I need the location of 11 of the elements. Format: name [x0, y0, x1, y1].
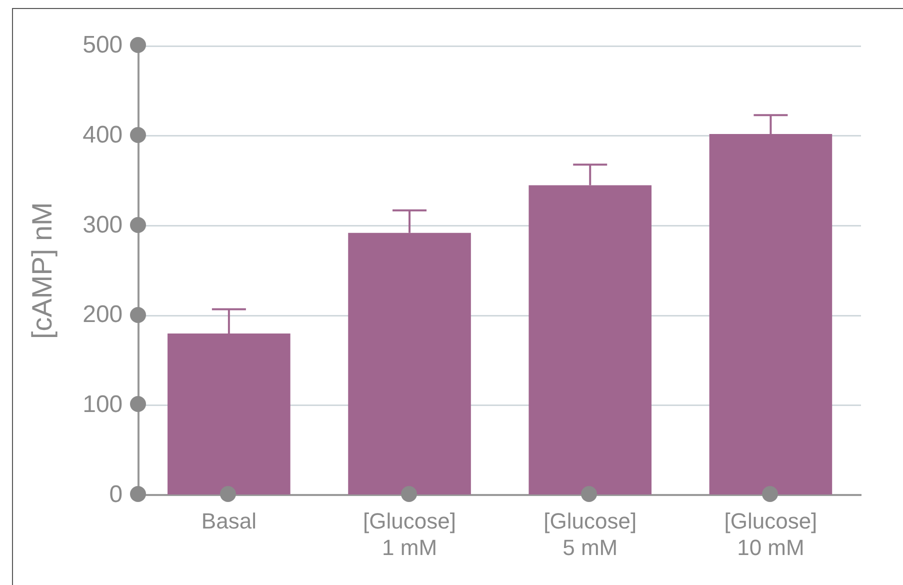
- x-tick-label: [Glucose] 10 mM: [724, 508, 818, 560]
- y-tick-label: 400: [82, 121, 123, 148]
- y-tick-label: 0: [109, 480, 123, 508]
- x-tick-label: [Glucose] 1 mM: [363, 508, 456, 560]
- y-tick-label: 500: [82, 32, 123, 59]
- y-tick-label: 300: [82, 211, 123, 238]
- y-axis-title: [cAMP] nM: [26, 202, 58, 340]
- x-tick-label: Basal: [201, 508, 256, 534]
- y-tick-label: 200: [82, 301, 123, 328]
- x-tick-label: [Glucose] 5 mM: [544, 508, 637, 560]
- y-tick-label: 100: [82, 390, 123, 418]
